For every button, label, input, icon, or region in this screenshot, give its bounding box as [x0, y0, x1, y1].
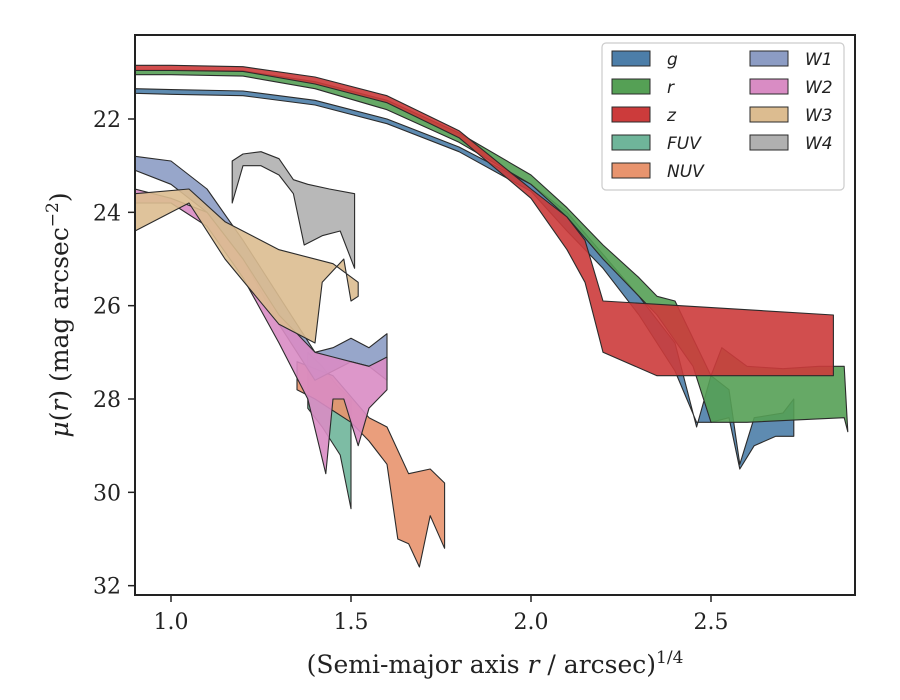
x-tick-label: 2.5	[694, 610, 729, 635]
y-tick-label: 22	[93, 108, 121, 133]
legend-label-w2: W2	[805, 78, 833, 98]
x-axis-label: (Semi-major axis r / arcsec)1/4	[307, 648, 684, 679]
y-tick-label: 26	[93, 295, 121, 320]
y-tick-label: 28	[93, 388, 121, 413]
x-tick-label: 1.5	[334, 610, 369, 635]
legend-label-g: g	[667, 50, 678, 70]
legend-label-z: z	[666, 106, 677, 126]
band-z	[135, 64, 834, 377]
band-r	[135, 69, 849, 433]
y-axis-ticks: 22 24 26 28 30 32	[93, 108, 135, 600]
legend-swatch-fuv	[611, 134, 651, 151]
band-nuv	[296, 361, 446, 568]
legend: grz FUV NUV W1 W2 W3 W4	[601, 42, 845, 191]
x-tick-label: 2.0	[514, 610, 549, 635]
legend-swatch-w3	[749, 106, 789, 123]
band-w3	[135, 188, 359, 344]
y-tick-label: 32	[93, 575, 121, 600]
legend-label-w1: W1	[805, 50, 833, 70]
legend-swatch-w1	[749, 50, 789, 67]
legend-label-w3: W3	[805, 106, 833, 126]
legend-swatch-g	[611, 50, 651, 67]
legend-swatch-w4	[749, 134, 789, 151]
x-tick-label: 1.0	[154, 610, 189, 635]
legend-swatch-r	[611, 78, 651, 95]
y-tick-label: 24	[93, 201, 121, 226]
legend-label-w4: W4	[805, 134, 833, 154]
y-axis-label: μ(r) (mag arcsec−2)	[43, 192, 74, 437]
legend-swatch-z	[611, 106, 651, 123]
band-w4	[231, 151, 356, 269]
y-tick-label: 30	[93, 481, 121, 506]
plot-frame	[134, 34, 856, 596]
legend-label-r: r	[667, 78, 675, 98]
legend-swatch-w2	[749, 78, 789, 95]
legend-swatch-nuv	[611, 162, 651, 179]
series-bands	[135, 64, 849, 568]
legend-label-fuv: FUV	[667, 134, 702, 154]
legend-label-nuv: NUV	[667, 162, 705, 182]
x-axis-ticks: 1.0 1.5 2.0 2.5	[154, 595, 729, 635]
